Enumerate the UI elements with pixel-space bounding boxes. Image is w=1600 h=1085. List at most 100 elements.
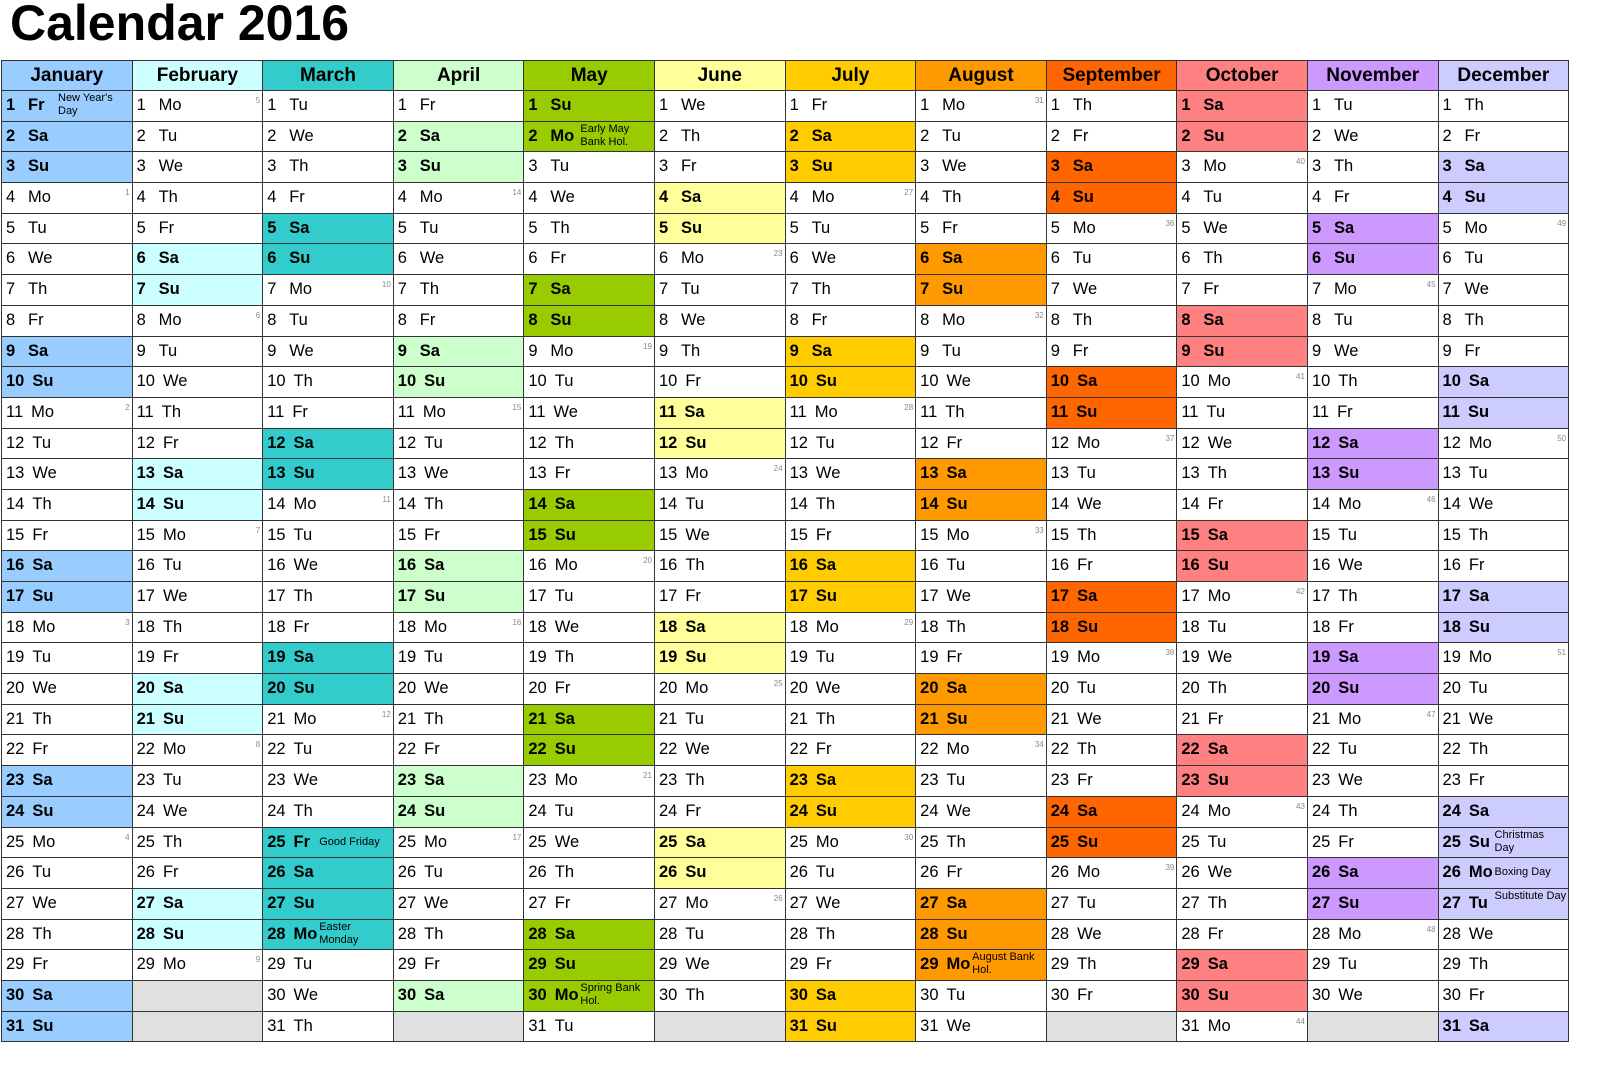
day-cell: 12 Tu [393, 428, 525, 460]
weekday: Th [680, 341, 701, 360]
day-number: 24 [920, 801, 939, 820]
day-number: 8 [1442, 310, 1452, 329]
day-cell: 14 Th [2, 489, 133, 521]
weekday: We [1207, 433, 1233, 452]
weekday: Th [32, 709, 52, 728]
day-number: 1 [6, 96, 16, 114]
week-number: 30 [904, 832, 914, 842]
day-number: 23 [658, 771, 678, 790]
weekday: Tu [1077, 679, 1096, 698]
day-number: 29 [658, 955, 678, 974]
day-cell: 28 Sa [524, 919, 655, 951]
day-cell: 8 Tu [1307, 305, 1439, 337]
day-cell: 20 Mo 25 [654, 674, 786, 705]
day-number: 10 [789, 372, 808, 391]
weekday: Mo [1464, 218, 1488, 237]
day-number: 16 [267, 556, 286, 575]
weekday: Tu [162, 771, 182, 790]
weekday: Sa [162, 679, 184, 698]
day-cell: 2 Sa [2, 121, 133, 153]
day-cell: 15 Th [1438, 520, 1570, 552]
day-cell: 25 Th [916, 827, 1047, 859]
weekday: Sa [158, 249, 179, 268]
weekday: Th [815, 924, 836, 943]
day-number: 29 [136, 955, 155, 974]
weekday: Tu [1468, 893, 1488, 912]
day-number: 5 [789, 218, 799, 237]
weekday: Th [28, 280, 48, 299]
day-cell: 1 Mo 31 [916, 91, 1047, 122]
day-cell: 9 Fr [1046, 336, 1178, 368]
day-cell: 5 We [1177, 213, 1308, 245]
weekday: We [550, 188, 575, 207]
day-cell: 23 Fr [1046, 766, 1178, 797]
day-number: 8 [1050, 310, 1060, 329]
day-number: 15 [136, 525, 155, 544]
day-number: 5 [397, 218, 407, 237]
day-number: 18 [920, 617, 939, 636]
day-number: 11 [6, 402, 24, 421]
weekday: Su [550, 96, 572, 114]
day-cell: 8 Th [1438, 305, 1570, 337]
weekday: Sa [680, 188, 702, 207]
weekday: Th [293, 1016, 313, 1035]
day-number: 27 [6, 893, 25, 912]
day-cell: 26 Mo 39 [1046, 858, 1178, 889]
weekday: We [554, 832, 580, 851]
weekday: Th [419, 280, 440, 299]
day-number: 6 [658, 249, 669, 268]
day-cell: 3 We [916, 152, 1047, 184]
day-cell: 6 We [2, 244, 133, 276]
weekday: We [685, 955, 710, 974]
day-number: 5 [658, 218, 669, 237]
day-number: 13 [6, 464, 25, 483]
weekday: Sa [811, 126, 832, 145]
day-cell: 18 Tu [1177, 612, 1308, 644]
day-number: 13 [136, 464, 155, 483]
day-number: 7 [1442, 280, 1452, 299]
weekday: Tu [1464, 249, 1484, 268]
day-cell: 8 Mo 32 [916, 305, 1047, 337]
day-cell: 13 We [785, 459, 917, 490]
day-number: 20 [1442, 679, 1461, 698]
week-number: 20 [643, 556, 652, 566]
day-cell: 28 Mo Easter Monday [263, 919, 394, 951]
weekday: Mo [424, 617, 448, 636]
weekday: Fr [1207, 494, 1224, 513]
day-number: 15 [267, 525, 286, 544]
day-cell: 12 Fr [916, 428, 1047, 460]
day-cell: 16 Sa [2, 551, 133, 582]
day-number: 25 [397, 832, 417, 851]
day-cell: 16 We [1307, 551, 1439, 582]
day-cell: 2 Tu [916, 121, 1047, 153]
day-number: 27 [1442, 893, 1461, 912]
day-number: 18 [1442, 617, 1461, 636]
day-cell: 13 Sa [916, 459, 1047, 490]
day-number: 9 [136, 341, 146, 360]
weekday: We [1333, 126, 1359, 145]
weekday: Sa [162, 893, 184, 912]
day-cell: 6 Su [263, 244, 394, 276]
day-number: 8 [789, 310, 799, 329]
day-cell: 8 We [654, 305, 786, 337]
weekday: Mo [550, 126, 575, 145]
day-cell: 28 Th [785, 919, 917, 951]
day-cell: 9 Th [654, 336, 786, 368]
weekday: We [1203, 218, 1228, 237]
weekday: Fr [1468, 556, 1485, 575]
empty-cell [132, 980, 264, 1012]
day-number: 6 [136, 249, 146, 268]
weekday: We [946, 801, 971, 820]
weekday: Su [1207, 556, 1229, 575]
day-number: 18 [658, 617, 678, 636]
day-number: 16 [528, 556, 547, 575]
day-cell: 19 Sa [263, 643, 394, 675]
weekday: Fr [1464, 126, 1481, 145]
weekday: Th [293, 587, 313, 605]
day-cell: 4 We [524, 183, 655, 214]
day-number: 15 [658, 525, 678, 544]
weekday: Fr [419, 96, 436, 114]
day-number: 4 [1442, 188, 1452, 207]
day-number: 25 [528, 832, 547, 851]
weekday: Su [815, 801, 838, 820]
